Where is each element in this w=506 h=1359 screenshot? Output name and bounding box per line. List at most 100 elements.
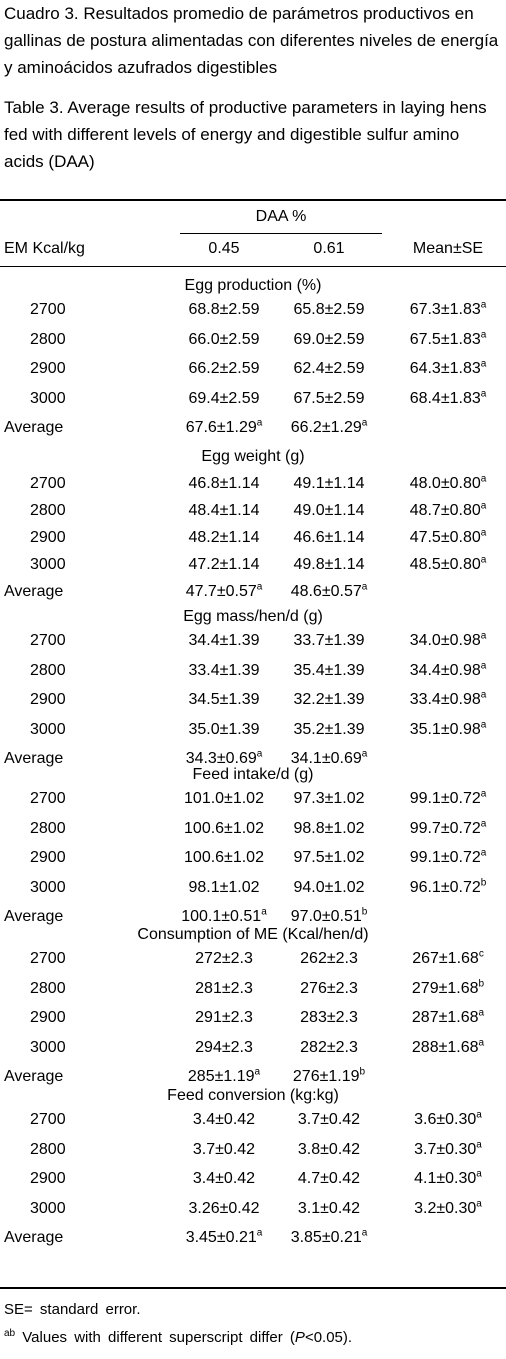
cell-mean-se-superscript: a <box>478 1037 485 1049</box>
average-045-superscript: a <box>261 906 267 918</box>
cell-061: 94.0±1.02 <box>276 878 382 898</box>
cell-061-value: 32.2±1.39 <box>293 691 365 708</box>
cell-061-value: 67.5±2.59 <box>293 389 365 407</box>
average-061-value: 3.85±0.21 <box>290 1229 362 1246</box>
average-045-value: 285±1.19 <box>187 1068 255 1085</box>
average-061-value: 276±1.19 <box>292 1068 360 1085</box>
cell-061: 49.8±1.14 <box>276 555 382 575</box>
average-045: 67.6±1.29a <box>180 418 268 438</box>
row-label: 2800 <box>30 979 66 999</box>
cell-045: 66.0±2.59 <box>180 330 268 350</box>
average-label: Average <box>4 418 63 438</box>
cell-061-value: 65.8±2.59 <box>293 301 365 318</box>
cell-mean-se: 3.6±0.30a <box>394 1110 502 1130</box>
average-061: 66.2±1.29a <box>276 418 382 438</box>
cell-mean-se-superscript: a <box>480 473 487 485</box>
section-title: Egg weight (g) <box>201 448 305 465</box>
cell-mean-se: 3.2±0.30a <box>394 1199 502 1219</box>
cell-061-value: 49.8±1.14 <box>293 556 365 573</box>
cell-mean-se-superscript: a <box>476 1198 482 1210</box>
cell-045: 34.5±1.39 <box>180 690 268 710</box>
cell-061: 3.1±0.42 <box>276 1199 382 1219</box>
row-label-value: 2800 <box>30 661 66 679</box>
cell-045: 48.4±1.14 <box>180 501 268 521</box>
footnote-ab-marker: ab <box>4 1328 16 1339</box>
cell-mean-se: 68.4±1.83a <box>394 389 502 409</box>
cell-mean-se-superscript: a <box>480 299 487 311</box>
average-label-value: Average <box>4 750 64 767</box>
cell-045: 68.8±2.59 <box>180 300 268 320</box>
cell-mean-se-value: 47.5±0.80 <box>409 529 481 546</box>
row-label: 2800 <box>30 819 66 839</box>
row-label: 2900 <box>30 848 66 868</box>
cell-mean-se: 48.0±0.80a <box>394 474 502 494</box>
cell-mean-se-superscript: a <box>478 1007 485 1019</box>
col-header-mean-se: Mean±SE <box>412 240 484 257</box>
cell-mean-se-value: 48.5±0.80 <box>409 556 481 573</box>
cell-045: 100.6±1.02 <box>180 819 268 839</box>
cell-061: 3.8±0.42 <box>276 1140 382 1160</box>
average-045-superscript: a <box>256 1227 263 1239</box>
average-061: 97.0±0.51b <box>276 907 382 927</box>
cell-045: 46.8±1.14 <box>180 474 268 494</box>
section-title: Egg production (%) <box>184 277 322 294</box>
row-label: 2900 <box>30 528 66 548</box>
cell-045: 272±2.3 <box>180 949 268 969</box>
average-045-value: 47.7±0.57 <box>185 583 257 600</box>
cell-mean-se-value: 64.3±1.83 <box>409 360 481 377</box>
cell-mean-se: 4.1±0.30a <box>394 1169 502 1189</box>
cell-045-value: 69.4±2.59 <box>188 389 260 407</box>
cell-045-value: 291±2.3 <box>195 1009 253 1026</box>
cell-045-value: 294±2.3 <box>195 1038 253 1056</box>
section-title: Feed conversion (kg:kg) <box>167 1087 339 1104</box>
row-label-value: 2700 <box>30 475 66 492</box>
cell-mean-se: 279±1.68b <box>394 979 502 999</box>
average-045-value: 3.45±0.21 <box>185 1229 257 1246</box>
cell-061: 97.3±1.02 <box>276 789 382 809</box>
row-label-value: 3000 <box>30 556 66 573</box>
average-061: 34.1±0.69a <box>276 749 382 769</box>
cell-061: 35.2±1.39 <box>276 720 382 740</box>
row-label-value: 2800 <box>30 1140 66 1158</box>
cell-mean-se: 34.4±0.98a <box>394 661 502 681</box>
average-label: Average <box>4 582 63 602</box>
row-label: 3000 <box>30 555 66 575</box>
footnote-se: SE= standard error. <box>4 1301 141 1318</box>
cell-mean-se-superscript: a <box>480 660 487 672</box>
cell-mean-se: 35.1±0.98a <box>394 720 502 740</box>
average-061-superscript: b <box>361 906 368 918</box>
cell-mean-se-superscript: a <box>476 1168 482 1180</box>
cell-mean-se: 47.5±0.80a <box>394 528 502 548</box>
row-label-value: 2800 <box>30 979 66 997</box>
cell-mean-se-superscript: a <box>480 818 487 830</box>
average-061-superscript: a <box>361 581 368 593</box>
average-045: 47.7±0.57a <box>180 582 268 602</box>
row-label-value: 3000 <box>30 1199 66 1217</box>
cell-061: 33.7±1.39 <box>276 631 382 651</box>
cell-045-value: 47.2±1.14 <box>188 556 260 573</box>
cell-045-value: 48.4±1.14 <box>188 502 260 519</box>
row-label-value: 2900 <box>30 691 66 708</box>
cell-045-value: 34.4±1.39 <box>188 632 260 649</box>
cell-061: 276±2.3 <box>276 979 382 999</box>
footnote-ab: ab Values with different superscript dif… <box>4 1328 352 1348</box>
cell-mean-se-superscript: c <box>478 948 484 960</box>
cell-061: 3.7±0.42 <box>276 1110 382 1130</box>
cell-061-value: 49.0±1.14 <box>293 502 365 519</box>
row-label: 2800 <box>30 1140 66 1160</box>
cell-061-value: 33.7±1.39 <box>293 632 365 649</box>
cell-045: 47.2±1.14 <box>180 555 268 575</box>
average-045: 3.45±0.21a <box>180 1228 268 1248</box>
cell-045-value: 35.0±1.39 <box>188 720 260 738</box>
average-061: 3.85±0.21a <box>276 1228 382 1248</box>
cell-mean-se: 67.5±1.83a <box>394 330 502 350</box>
cell-045: 35.0±1.39 <box>180 720 268 740</box>
cell-mean-se-superscript: a <box>480 329 487 341</box>
cell-mean-se-value: 48.7±0.80 <box>409 502 481 519</box>
average-label: Average <box>4 749 63 769</box>
cell-mean-se: 267±1.68c <box>394 949 502 969</box>
col-header-061: 0.61 <box>313 240 345 257</box>
cell-mean-se-superscript: a <box>480 500 487 512</box>
average-045-superscript: a <box>256 581 263 593</box>
caption-spanish: Cuadro 3. Resultados promedio de parámet… <box>4 4 499 77</box>
